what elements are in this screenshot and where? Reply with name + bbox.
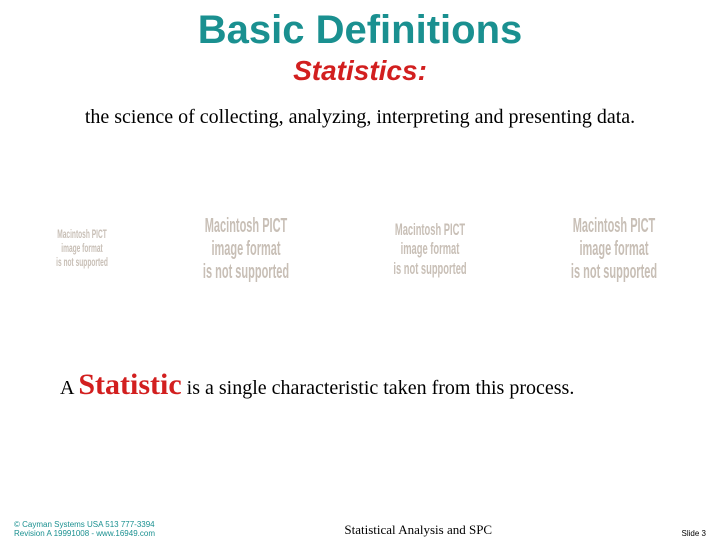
pict-line: Macintosh PICT (388, 220, 471, 240)
pict-placeholder: Macintosh PICT image format is not suppo… (202, 215, 290, 284)
pict-line: is not supported (570, 261, 658, 284)
pict-line: image format (51, 242, 112, 256)
slide: { "title": { "text": "Basic Definitions"… (0, 8, 720, 540)
statement-prefix: A (60, 377, 78, 399)
statement-keyword: Statistic (78, 368, 181, 401)
pict-line: Macintosh PICT (202, 215, 290, 238)
pict-line: image format (202, 238, 290, 261)
footer-center: Statistical Analysis and SPC (155, 522, 682, 538)
statement-suffix: is a single characteristic taken from th… (182, 377, 575, 399)
pict-line: is not supported (388, 259, 471, 279)
slide-title: Basic Definitions (0, 8, 720, 53)
pict-line: is not supported (202, 261, 290, 284)
pict-line: Macintosh PICT (51, 228, 112, 242)
slide-number: Slide 3 (682, 529, 706, 538)
pict-placeholder-row: Macintosh PICT image format is not suppo… (0, 164, 720, 334)
statistic-statement: A Statistic is a single characteristic t… (60, 368, 720, 402)
pict-line: image format (570, 238, 658, 261)
pict-line: is not supported (51, 256, 112, 270)
footer-left: © Cayman Systems USA 513 777-3394 Revisi… (14, 520, 155, 538)
footer: © Cayman Systems USA 513 777-3394 Revisi… (0, 520, 720, 538)
pict-placeholder: Macintosh PICT image format is not suppo… (570, 215, 658, 284)
pict-placeholder: Macintosh PICT image format is not suppo… (388, 220, 471, 279)
pict-line: image format (388, 239, 471, 259)
slide-subtitle: Statistics: (0, 55, 720, 87)
copyright-line: © Cayman Systems USA 513 777-3394 (14, 520, 155, 529)
pict-line: Macintosh PICT (570, 215, 658, 238)
definition-text: the science of collecting, analyzing, in… (0, 105, 720, 130)
revision-line: Revision A 19991008 - www.16949.com (14, 529, 155, 538)
pict-placeholder: Macintosh PICT image format is not suppo… (51, 228, 112, 269)
